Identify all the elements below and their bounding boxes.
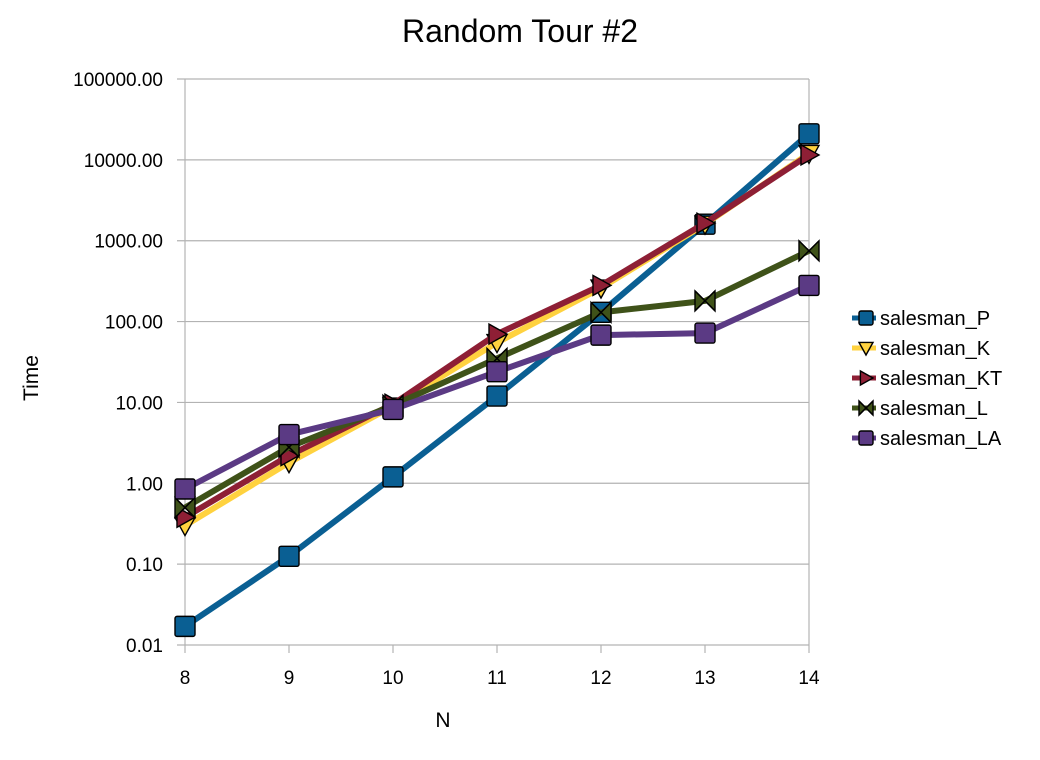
y-tick-label: 1000.00 xyxy=(94,232,163,253)
x-tick-label: 10 xyxy=(382,668,403,689)
data-point-salesman_L-cross-b xyxy=(590,301,612,323)
y-tick-label: 0.10 xyxy=(126,555,163,576)
series-salesman_LA xyxy=(174,274,820,500)
legend-item-salesman_L: salesman_L xyxy=(852,398,988,420)
legend-marker-shape xyxy=(858,430,874,446)
axes: 0.01 0.10 1.00 10.00 100.00 1000.00 10000.00 10… xyxy=(73,70,820,689)
legend-marker-cross-b xyxy=(858,400,874,416)
x-axis-title: N xyxy=(435,709,450,732)
data-point-salesman_LA-shape xyxy=(278,423,300,446)
y-tick-label: 1.00 xyxy=(126,474,163,495)
data-point-salesman_L-cross-b xyxy=(174,497,196,519)
x-tick-label: 8 xyxy=(180,668,191,689)
x-tick-label: 12 xyxy=(590,668,611,689)
legend-item-salesman_K: salesman_K xyxy=(852,338,991,360)
legend-item-salesman_KT: salesman_KT xyxy=(852,368,1002,390)
data-point-salesman_P xyxy=(798,123,820,145)
x-tick-label: 13 xyxy=(694,668,715,689)
legend-label: salesman_K xyxy=(880,338,991,360)
legend-marker-left xyxy=(858,399,867,417)
legend-marker xyxy=(858,310,874,326)
y-tick-label: 100.00 xyxy=(105,313,163,334)
legend-marker-shape xyxy=(857,341,875,357)
data-point-salesman_P-shape xyxy=(486,385,508,407)
data-point-salesman_KT xyxy=(176,506,197,529)
legend-marker xyxy=(857,341,875,357)
data-point-salesman_KT xyxy=(488,322,509,346)
data-point-salesman_KT xyxy=(592,274,613,297)
data-point-salesman_L xyxy=(694,289,716,313)
data-point-salesman_P-shape xyxy=(174,615,196,638)
data-point-salesman_P-shape xyxy=(278,545,300,568)
data-point-salesman_KT-shape xyxy=(488,322,509,346)
data-point-salesman_P xyxy=(174,615,196,638)
legend-label: salesman_P xyxy=(880,308,990,330)
data-point-salesman_LA xyxy=(486,360,508,383)
data-point-salesman_KT xyxy=(696,211,717,235)
data-point-salesman_LA xyxy=(382,398,404,421)
legend-item-salesman_LA: salesman_LA xyxy=(852,428,1002,450)
data-point-salesman_KT-shape xyxy=(176,506,197,529)
data-point-salesman_L xyxy=(590,300,612,325)
data-point-salesman_L-left xyxy=(798,239,810,263)
series-salesman_K xyxy=(173,144,821,538)
data-point-salesman_LA-shape xyxy=(486,360,508,383)
legend-label: salesman_LA xyxy=(880,428,1002,450)
legend-marker xyxy=(858,430,874,446)
data-point-salesman_LA xyxy=(278,423,300,446)
data-point-salesman_L-left xyxy=(694,289,706,313)
x-tick-label: 11 xyxy=(487,668,507,689)
x-tick-label: 9 xyxy=(284,668,295,689)
data-point-salesman_L-cross-b xyxy=(694,290,716,312)
legend: salesman_P salesman_K salesman_KT salesman_… xyxy=(852,308,1002,450)
series-layer xyxy=(173,123,821,638)
data-point-salesman_LA xyxy=(590,324,612,346)
data-point-salesman_L xyxy=(798,239,820,263)
series-salesman_L xyxy=(174,239,820,520)
data-point-salesman_L-right xyxy=(808,239,820,263)
series-salesman_KT xyxy=(176,143,821,529)
legend-marker-shape xyxy=(859,369,875,387)
legend-marker-shape xyxy=(858,310,874,326)
legend-marker xyxy=(859,369,875,387)
data-point-salesman_P xyxy=(278,545,300,568)
data-point-salesman_P-shape xyxy=(382,466,404,488)
data-point-salesman_LA-shape xyxy=(798,274,820,297)
y-tick-label: 0.01 xyxy=(126,636,163,657)
data-point-salesman_LA-shape xyxy=(590,324,612,346)
data-point-salesman_L xyxy=(174,495,196,520)
data-point-salesman_LA-shape xyxy=(382,398,404,421)
data-point-salesman_P-shape xyxy=(798,123,820,145)
data-point-salesman_LA-shape xyxy=(694,322,716,344)
legend-label: salesman_KT xyxy=(880,368,1002,390)
data-point-salesman_L-right xyxy=(704,289,716,313)
y-tick-label: 10.00 xyxy=(115,393,163,414)
legend-item-salesman_P: salesman_P xyxy=(852,308,990,330)
data-point-salesman_P xyxy=(486,385,508,407)
data-point-salesman_L-cross-b xyxy=(798,240,820,262)
legend-marker-right xyxy=(865,399,874,417)
data-point-salesman_KT xyxy=(800,143,821,167)
chart-title: Random Tour #2 xyxy=(402,13,638,49)
x-tick-label: 14 xyxy=(798,668,820,689)
y-tick-label: 10000.00 xyxy=(84,151,163,172)
data-point-salesman_LA xyxy=(694,322,716,344)
data-point-salesman_LA xyxy=(174,478,196,500)
data-point-salesman_KT-shape xyxy=(592,274,613,297)
y-tick-label: 100000.00 xyxy=(73,70,163,91)
data-point-salesman_KT-shape xyxy=(696,211,717,235)
y-axis-title: Time xyxy=(20,355,43,401)
data-point-salesman_KT-shape xyxy=(800,143,821,167)
data-point-salesman_LA xyxy=(798,274,820,297)
legend-label: salesman_L xyxy=(880,398,988,420)
data-point-salesman_LA-shape xyxy=(174,478,196,500)
legend-marker xyxy=(858,399,874,417)
data-point-salesman_P xyxy=(382,466,404,488)
